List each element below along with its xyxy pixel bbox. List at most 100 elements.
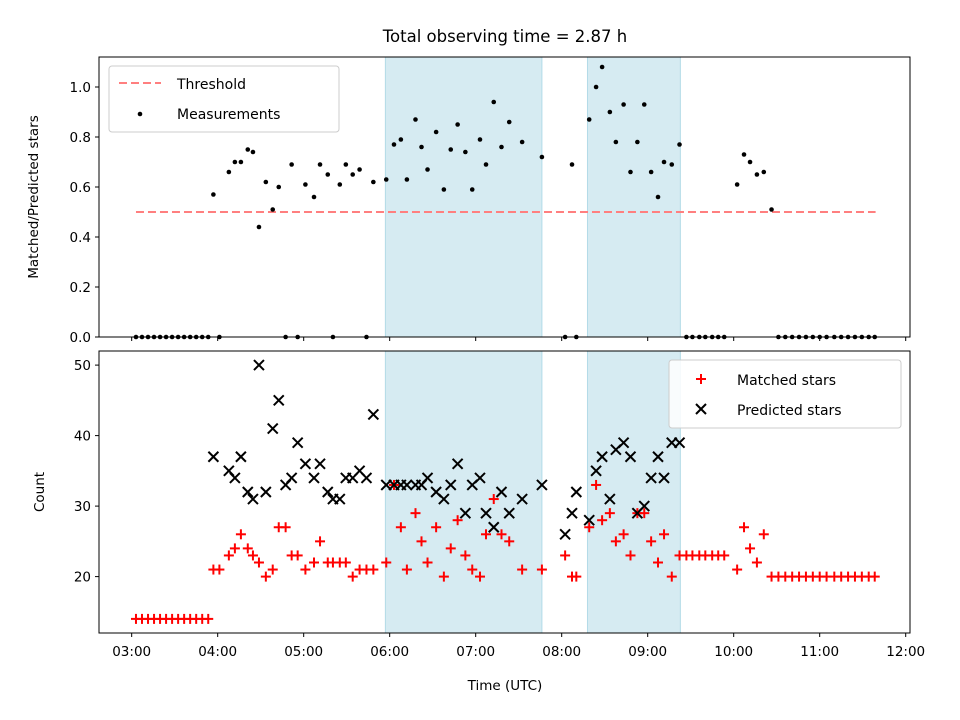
top-shaded-interval-0: [384, 56, 543, 338]
predicted-star-point: [559, 528, 571, 541]
measurement-point: [455, 122, 460, 127]
matched-star-point: [625, 550, 636, 561]
matched-star-point: [732, 564, 743, 575]
predicted-star-point: [445, 479, 457, 491]
matched-star-point: [604, 508, 615, 519]
predicted-star-point: [229, 472, 241, 484]
bottom-x-ticks: 03:00 04:00 05:00 06:00 07:00 08:00 09:00 10:00…: [112, 633, 925, 660]
matched-star-point: [223, 550, 234, 561]
matched-star-point: [653, 557, 664, 568]
matched-star-point: [488, 494, 499, 505]
predicted-star-point: [652, 451, 664, 463]
measurement-point: [586, 117, 592, 122]
measurement-point: [569, 162, 575, 167]
matched-star-point: [229, 543, 240, 554]
predicted-star-point: [474, 472, 486, 484]
legend-predicted-swatch: [695, 403, 707, 415]
matched-star-point: [597, 515, 608, 526]
matched-star-point: [751, 557, 762, 568]
matched-star-point: [203, 613, 214, 624]
x-tick-label: 08:00: [542, 644, 581, 660]
measurement-point: [317, 162, 323, 167]
matched-star-point: [460, 550, 471, 561]
measurement-point: [250, 149, 256, 155]
measurement-point: [641, 102, 647, 107]
measurement-point: [238, 159, 244, 165]
predicted-star-point: [658, 472, 670, 484]
matched-star-point: [584, 522, 595, 533]
measurement-point: [607, 109, 613, 115]
predicted-star-point: [459, 507, 472, 519]
predicted-star-point: [267, 422, 279, 435]
predicted-star-point: [401, 479, 413, 491]
predicted-star-point: [253, 359, 265, 371]
measurement-point: [270, 207, 276, 212]
measurement-point: [337, 182, 343, 187]
matched-star-point: [292, 550, 303, 561]
top-y-ticks: 0.0 0.2 0.4 0.6 0.8 1.0: [70, 80, 99, 346]
measurement-point: [621, 102, 626, 107]
predicted-star-point: [322, 486, 334, 498]
predicted-star-point: [438, 493, 450, 505]
matched-star-point: [591, 479, 602, 490]
matched-star-point: [315, 536, 326, 547]
top-axes-frame: [98, 56, 911, 338]
matched-star-point: [745, 543, 756, 554]
measurement-point: [398, 137, 404, 142]
predicted-star-point: [590, 465, 602, 477]
matched-star-point: [253, 557, 264, 568]
top-shaded-intervals: [384, 56, 681, 338]
top-y-tick-label: 0.4: [70, 230, 91, 246]
matched-star-point: [496, 529, 507, 540]
measurement-point: [383, 177, 389, 182]
matched-star-point: [235, 529, 246, 540]
matched-star-point: [719, 550, 730, 561]
measurement-point: [499, 144, 504, 150]
measurement-point: [425, 167, 430, 172]
matched-star-point: [659, 529, 670, 540]
bot-shaded-interval-0: [384, 350, 543, 634]
measurement-point: [491, 99, 497, 105]
matched-star-point: [618, 529, 629, 540]
top-y-tick-label: 0.6: [70, 180, 91, 196]
measurement-point: [519, 139, 525, 145]
predicted-star-point: [624, 451, 637, 463]
top-y-tick-label: 0.8: [70, 130, 91, 146]
predicted-star-point: [242, 486, 254, 498]
measurement-point: [677, 142, 682, 147]
matched-star-point: [739, 522, 750, 533]
matched-star-point: [242, 543, 253, 554]
bottom-axes-frame: [98, 350, 911, 634]
predicted-star-point: [299, 458, 312, 470]
predicted-stars-points: [207, 359, 686, 541]
predicted-star-point: [673, 436, 686, 449]
measurement-point: [448, 147, 454, 152]
legend-measurements-label: Measurements: [177, 107, 280, 123]
legend-predicted-label: Predicted stars: [737, 403, 842, 419]
matched-star-point: [340, 557, 351, 568]
x-tick-label: 03:00: [112, 644, 151, 660]
matched-star-point: [422, 557, 433, 568]
predicted-star-point: [495, 486, 508, 498]
predicted-star-point: [604, 493, 616, 505]
matched-star-point: [431, 522, 442, 533]
measurement-point: [628, 169, 633, 175]
top-x-ticks: [131, 337, 907, 341]
bot-y-tick-label: 40: [74, 429, 91, 445]
x-tick-label: 11:00: [800, 644, 839, 660]
predicted-star-point: [638, 500, 650, 512]
measurement-point: [661, 159, 667, 165]
top-y-tick-label: 1.0: [70, 80, 91, 96]
measurement-point: [635, 139, 640, 145]
measurement-point: [404, 177, 410, 182]
matched-star-point: [481, 529, 492, 540]
matched-star-point: [758, 529, 769, 540]
predicted-star-point: [285, 472, 298, 484]
predicted-star-point: [314, 458, 326, 470]
predicted-star-point: [247, 493, 259, 505]
measurement-point: [761, 169, 767, 175]
measurement-point: [741, 152, 747, 157]
measurement-point: [769, 207, 774, 212]
